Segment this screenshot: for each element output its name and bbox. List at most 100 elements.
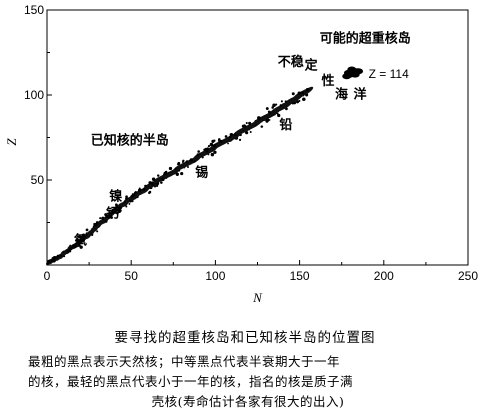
island-point bbox=[354, 68, 364, 75]
nuclide-speck bbox=[82, 235, 86, 239]
nuclide-speck bbox=[245, 131, 249, 135]
caption-line-3: 壳核(寿命估计各家有很大的出入) bbox=[151, 394, 345, 409]
nuclide-speck bbox=[219, 139, 223, 143]
nuclide-speck bbox=[206, 147, 210, 151]
nuclide-speck bbox=[217, 139, 220, 142]
nuclide-speck bbox=[131, 193, 136, 197]
y-tick-label: 100 bbox=[24, 88, 44, 102]
nuclide-speck bbox=[73, 244, 78, 248]
nuclide-speck bbox=[76, 239, 80, 243]
nuclide-speck bbox=[193, 160, 196, 163]
nuclide-speck bbox=[157, 174, 160, 177]
nuclide-speck bbox=[96, 230, 99, 233]
nuclide-speck bbox=[52, 259, 56, 263]
nuclide-speck bbox=[272, 103, 276, 108]
nuclide-speck bbox=[163, 172, 166, 175]
nuclide-speck bbox=[297, 91, 302, 96]
nuclide-speck bbox=[265, 119, 269, 123]
x-tick-label: 0 bbox=[44, 269, 51, 283]
nuclide-speck bbox=[108, 215, 113, 219]
caption-line-1: 最粗的黑点表示天然核；中等黑点代表半衰期大于一年 bbox=[28, 354, 341, 369]
nuclide-speck bbox=[78, 235, 82, 239]
nuclide-speck bbox=[181, 160, 184, 163]
nuclide-speck bbox=[244, 124, 247, 128]
nuclide-speck bbox=[168, 166, 173, 171]
nuclide-speck bbox=[280, 100, 283, 103]
nuclide-speck bbox=[257, 116, 261, 120]
nuclide-speck bbox=[213, 139, 216, 142]
caption-title: 要寻找的超重核岛和已知核半岛的位置图 bbox=[114, 330, 376, 346]
nuclide-speck bbox=[174, 167, 177, 170]
annotation-label: 定 bbox=[304, 58, 318, 74]
superheavy-island bbox=[342, 66, 364, 80]
nuclide-speck bbox=[298, 99, 301, 103]
nuclide-speck bbox=[125, 205, 128, 208]
nuclide-speck bbox=[93, 222, 96, 225]
nuclide-speck bbox=[248, 121, 252, 125]
nuclide-speck bbox=[69, 244, 72, 247]
nuclide-speck bbox=[249, 130, 252, 133]
annotation-label: 氧 bbox=[73, 233, 87, 249]
nuclide-speck bbox=[186, 165, 190, 169]
nuclide-speck bbox=[148, 190, 152, 194]
annotation-label: 镍 bbox=[109, 188, 122, 204]
x-tick-label: 100 bbox=[205, 269, 225, 283]
nuclide-speck bbox=[164, 170, 168, 174]
nuclide-speck bbox=[178, 162, 181, 165]
nuclide-speck bbox=[151, 177, 156, 181]
x-tick-label: 50 bbox=[125, 269, 139, 283]
nuclide-speck bbox=[142, 187, 146, 191]
annotation-label: 洋 bbox=[353, 86, 366, 102]
nuclide-speck bbox=[85, 228, 89, 232]
nuclide-speck bbox=[277, 113, 281, 118]
nuclide-speck bbox=[197, 150, 200, 153]
annotation-label: 已知核的半岛 bbox=[91, 132, 169, 148]
nuclide-speck bbox=[82, 238, 86, 242]
nuclide-speck bbox=[284, 100, 287, 103]
x-tick-label: 150 bbox=[290, 269, 310, 283]
annotation-label: 铅 bbox=[279, 117, 292, 133]
nuclide-speck bbox=[144, 184, 147, 188]
nuclide-speck bbox=[123, 200, 127, 204]
nuclide-speck bbox=[105, 214, 109, 218]
x-axis-label: N bbox=[252, 290, 263, 305]
nuclide-speck bbox=[268, 110, 272, 114]
nuclide-speck bbox=[245, 121, 248, 125]
nuclide-speck bbox=[268, 119, 271, 121]
nuclide-speck bbox=[265, 107, 269, 110]
nuclide-speck bbox=[99, 217, 102, 220]
nuclide-speck bbox=[115, 211, 119, 215]
nuclide-speck bbox=[91, 233, 94, 237]
nuclide-speck bbox=[213, 150, 217, 154]
nuclide-speck bbox=[52, 256, 57, 260]
nuclide-speck bbox=[227, 142, 229, 145]
nuclide-speck bbox=[117, 208, 120, 212]
nuclide-speck bbox=[305, 88, 310, 92]
nuclide-speck bbox=[175, 172, 179, 176]
nuclide-speck bbox=[161, 177, 165, 182]
nuclide-speck bbox=[260, 125, 264, 128]
nuclide-speck bbox=[94, 222, 98, 226]
nuclide-speck bbox=[47, 259, 50, 263]
nuclide-speck bbox=[125, 195, 128, 199]
annotation-label: 不稳 bbox=[278, 54, 304, 70]
nuclide-speck bbox=[148, 181, 152, 185]
nuclide-speck bbox=[224, 135, 228, 138]
axis-ticks: 0 50 100 150 200 250 50 100 150 bbox=[24, 3, 478, 283]
caption-body: 最粗的黑点表示天然核；中等黑点代表半衰期大于一年 的核，最轻的黑点代表小于一年的… bbox=[28, 352, 468, 412]
nuclide-speck bbox=[180, 172, 184, 176]
nuclide-speck bbox=[70, 246, 73, 249]
nuclide-speck bbox=[205, 149, 209, 153]
nuclide-speck bbox=[77, 244, 81, 247]
annotation-label: Z = 114 bbox=[369, 67, 409, 81]
nuclide-speck bbox=[138, 187, 141, 190]
nuclide-speck bbox=[285, 107, 288, 111]
y-tick-label: 50 bbox=[31, 173, 45, 187]
annotation-label: 性 bbox=[321, 73, 334, 89]
nuclide-speck bbox=[115, 203, 118, 207]
nuclide-band bbox=[46, 86, 314, 266]
nuclide-speck bbox=[238, 138, 242, 141]
nuclide-speck bbox=[68, 247, 72, 251]
